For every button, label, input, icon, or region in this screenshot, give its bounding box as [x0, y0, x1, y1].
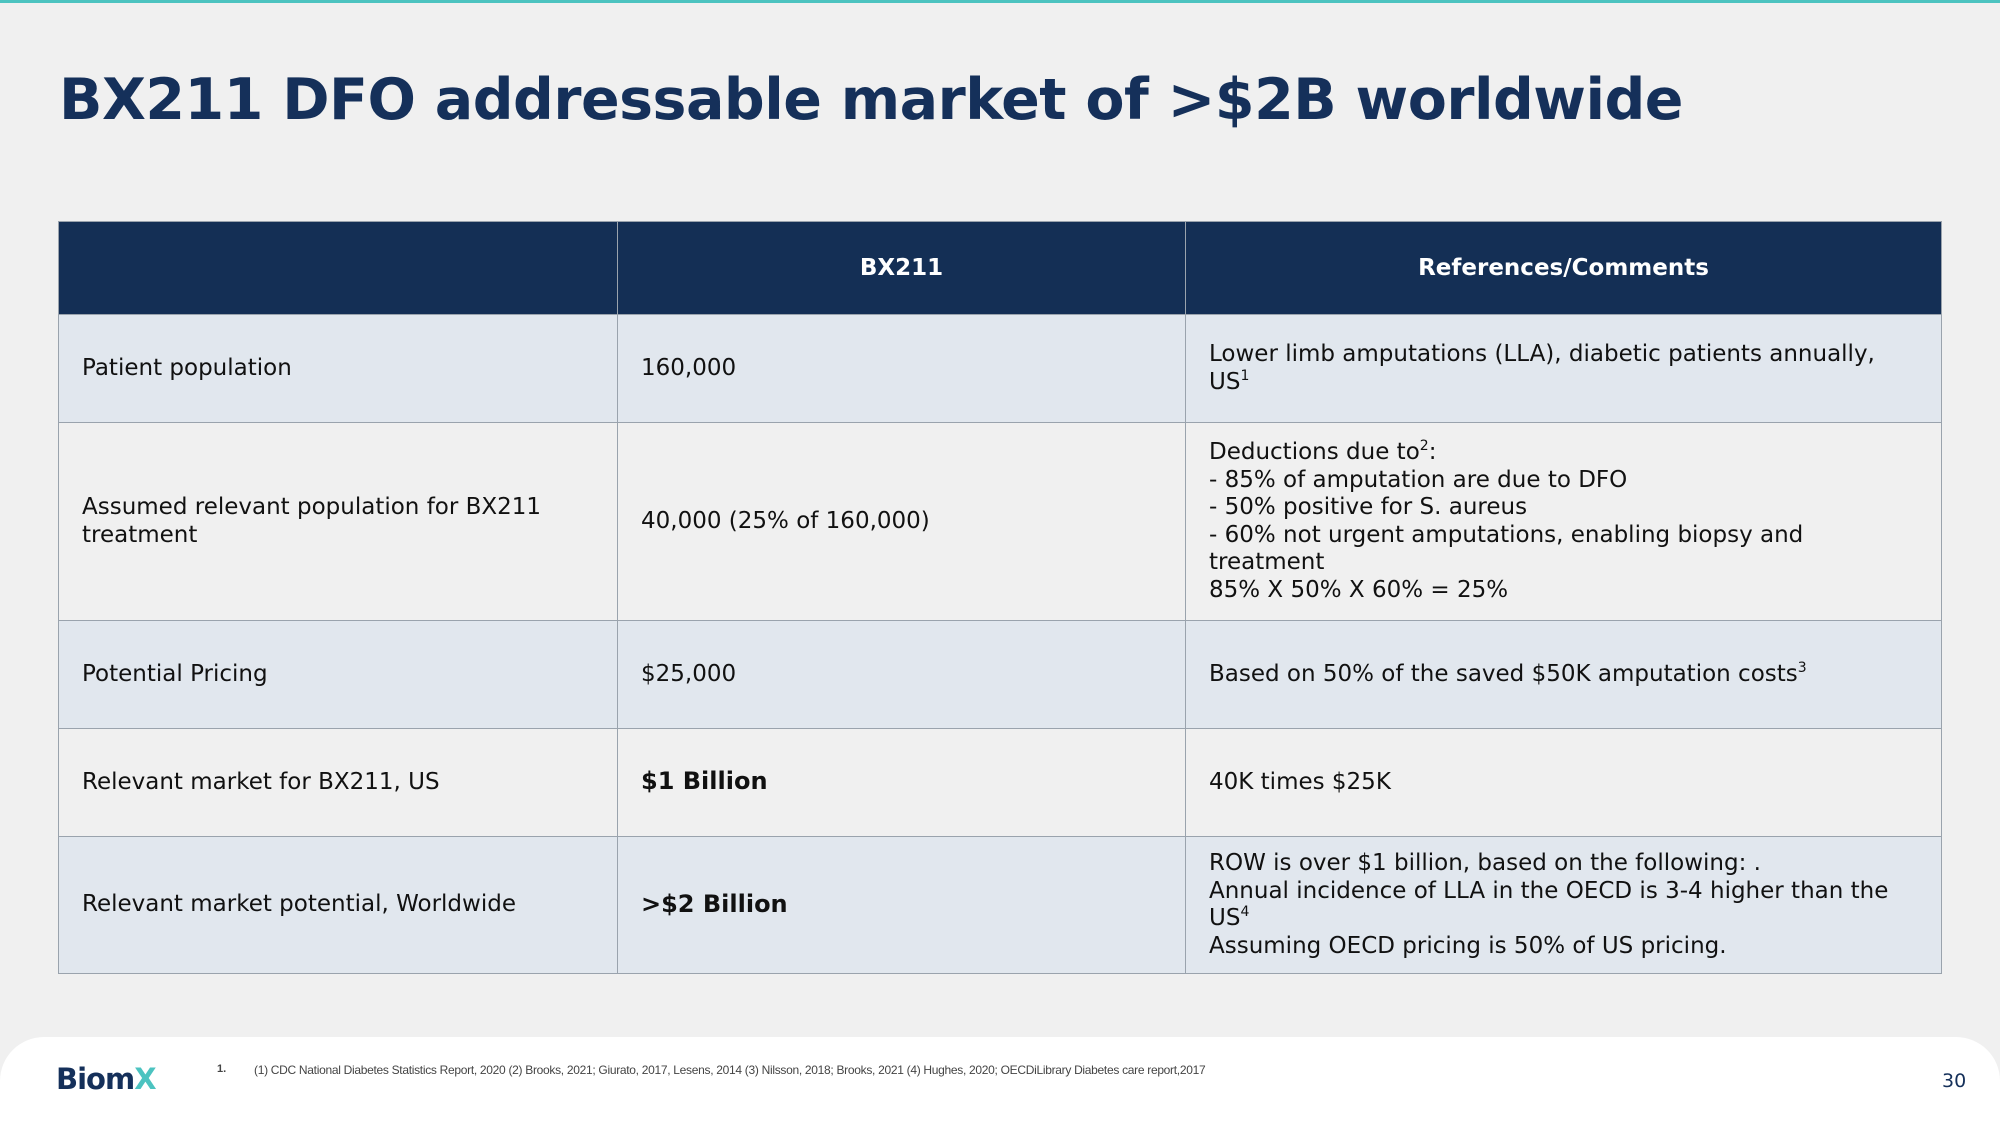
- comment-intro-suffix: :: [1428, 439, 1437, 465]
- table-row: Patient population 160,000 Lower limb am…: [58, 314, 1942, 423]
- table-row: Potential Pricing $25,000 Based on 50% o…: [58, 620, 1942, 729]
- footnote-ref: 3: [1797, 659, 1807, 676]
- footnote-text: (1) CDC National Diabetes Statistics Rep…: [254, 1063, 1206, 1077]
- biomx-logo: BiomX: [56, 1062, 157, 1096]
- row-value: $1 Billion: [617, 728, 1186, 837]
- row-comment: 40K times $25K: [1185, 728, 1942, 837]
- logo-main: Biom: [56, 1062, 135, 1096]
- footnote-ref: 4: [1240, 904, 1250, 920]
- footnote-ref: 1: [1240, 367, 1250, 384]
- title-rest: DFO addressable market of >$2B worldwide: [262, 67, 1683, 133]
- comment-line: - 60% not urgent amputations, enabling b…: [1209, 521, 1804, 576]
- value-strong: >$2 Billion: [641, 889, 788, 918]
- row-label: Relevant market for BX211, US: [58, 728, 618, 837]
- comment-text: Lower limb amputations (LLA), diabetic p…: [1209, 341, 1875, 395]
- header-bx211: BX211: [617, 221, 1186, 315]
- row-value: $25,000: [617, 620, 1186, 729]
- row-label: Assumed relevant population for BX211 tr…: [58, 422, 618, 621]
- row-comment: Deductions due to2: - 85% of amputation …: [1185, 422, 1942, 621]
- comment-line: Annual incidence of LLA in the OECD is 3…: [1209, 878, 1919, 933]
- comment-line: - 50% positive for S. aureus: [1209, 494, 1528, 520]
- row-comment: Based on 50% of the saved $50K amputatio…: [1185, 620, 1942, 729]
- page-title: BX211 DFO addressable market of >$2B wor…: [59, 60, 1683, 140]
- row-label: Potential Pricing: [58, 620, 618, 729]
- row-value: 160,000: [617, 314, 1186, 423]
- table-row: Relevant market for BX211, US $1 Billion…: [58, 728, 1942, 837]
- comment-intro-text: Deductions due to: [1209, 439, 1420, 465]
- comment-line-text: Annual incidence of LLA in the OECD is 3…: [1209, 877, 1889, 932]
- header-references: References/Comments: [1185, 221, 1942, 315]
- comment-text: Based on 50% of the saved $50K amputatio…: [1209, 660, 1798, 687]
- table-header-row: BX211 References/Comments: [58, 221, 1942, 315]
- header-label: [58, 221, 618, 315]
- row-value: >$2 Billion: [617, 836, 1186, 974]
- table-row: Relevant market potential, Worldwide >$2…: [58, 836, 1942, 974]
- row-comment: ROW is over $1 billion, based on the fol…: [1185, 836, 1942, 974]
- market-table: BX211 References/Comments Patient popula…: [58, 221, 1942, 974]
- logo-accent: X: [134, 1062, 156, 1096]
- comment-line: - 85% of amputation are due to DFO: [1209, 466, 1628, 493]
- footnote-number: 1.: [217, 1063, 227, 1075]
- comment-intro: Deductions due to2:: [1209, 439, 1919, 467]
- row-value: 40,000 (25% of 160,000): [617, 422, 1186, 621]
- comment-line: ROW is over $1 billion, based on the fol…: [1209, 850, 1761, 876]
- value-strong: $1 Billion: [641, 767, 768, 796]
- row-label: Patient population: [58, 314, 618, 423]
- page-number: 30: [1942, 1070, 1967, 1092]
- footnote-ref: 2: [1419, 438, 1429, 454]
- row-comment: Lower limb amputations (LLA), diabetic p…: [1185, 314, 1942, 423]
- row-label: Relevant market potential, Worldwide: [58, 836, 618, 974]
- footer-bar: [0, 1037, 2000, 1125]
- top-accent-line: [0, 0, 2000, 3]
- table-row: Assumed relevant population for BX211 tr…: [58, 422, 1942, 621]
- comment-line: 85% X 50% X 60% = 25%: [1209, 576, 1509, 603]
- title-product: BX211: [59, 67, 263, 133]
- comment-line: Assuming OECD pricing is 50% of US prici…: [1209, 932, 1727, 959]
